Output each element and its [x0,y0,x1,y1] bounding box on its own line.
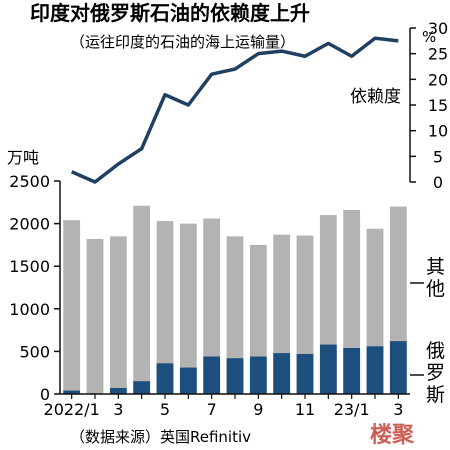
legend-char: 他 [426,278,445,300]
left-axis-unit: 万吨 [7,148,39,167]
right-axis: 0 5 10 15 20 25 30 [409,19,448,192]
x-axis: 2022/1 3 5 7 9 11 23/1 3 [44,394,403,419]
dependency-line-group [70,36,399,184]
x-tick-label: 3 [113,400,123,419]
left-tick-label: 2500 [9,172,50,191]
bar-russia [389,341,407,394]
legend-char: 其 [426,256,445,278]
left-tick-label: 1000 [9,300,50,319]
right-tick-label: 15 [428,96,448,115]
bar-total [109,236,127,394]
x-tick-label: 11 [295,400,315,419]
x-tick-label: 9 [253,400,263,419]
x-tick-label: 23/1 [334,400,370,419]
bar-total [226,236,244,394]
right-tick-label: 30 [428,19,448,38]
bar-russia [63,390,81,394]
bar-total [63,220,81,394]
bar-russia [366,346,384,394]
legend-other: 其他 [410,256,445,300]
bar-russia [273,353,291,394]
bar-russia [133,381,151,394]
source-note: （数据来源）英国Refinitiv [70,428,251,446]
left-tick-label: 1500 [9,257,50,276]
bar-russia [156,363,174,394]
x-tick-label: 5 [160,400,170,419]
bar-total [133,205,151,394]
bar-russia [226,358,244,394]
bar-russia [249,356,267,394]
bar-russia [319,344,337,394]
left-tick-label: 500 [19,342,50,361]
left-tick-label: 0 [40,385,50,404]
legend-char: 罗 [426,362,445,384]
bar-russia [179,367,197,394]
right-tick-label: 25 [428,45,448,64]
x-tick-label: 7 [207,400,217,419]
bars-russia-group [63,341,407,394]
right-tick-label: 10 [428,122,448,141]
watermark: 楼聚 [370,423,415,448]
bar-russia [343,347,361,394]
bar-total [156,221,174,394]
legend-russia: 俄罗斯 [410,340,445,406]
legend-char: 俄 [426,340,445,362]
chart-title: 印度对俄罗斯石油的依赖度上升 [30,1,310,25]
right-axis-unit: % [422,28,436,46]
bar-russia [296,353,314,394]
x-tick-label: 3 [393,400,403,419]
x-tick-label: 2022/1 [44,400,100,419]
line-label: 依赖度 [350,87,401,107]
dependency-line [70,36,399,184]
chart-subtitle: （运往印度的石油的海上运输量） [70,33,295,51]
right-tick-label: 20 [428,70,448,89]
bar-russia [203,356,221,394]
right-tick-label: 5 [433,147,443,166]
right-tick-label: 0 [433,173,443,192]
bar-total [86,238,104,394]
left-tick-label: 2000 [9,215,50,234]
bar-russia [109,388,127,394]
bar-total [179,223,197,394]
bar-total [203,218,221,394]
legend-char: 斯 [426,384,445,406]
